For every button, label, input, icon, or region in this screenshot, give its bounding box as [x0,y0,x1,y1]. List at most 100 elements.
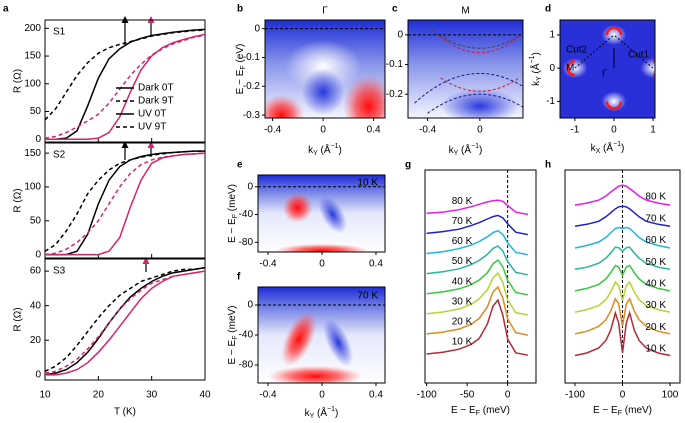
y-axis-label-part: k [531,80,542,86]
x-tick-label: -0.4 [264,125,282,136]
intensity [343,74,385,118]
band-guide [440,36,520,54]
y-tick-label: -40 [239,330,254,341]
y-tick-label: -0.2 [243,81,261,92]
x-axis-label-part: X [596,148,601,155]
series-label: 50 K [452,256,473,267]
intensity [268,365,363,383]
spectrum [574,246,671,270]
spectrum [574,205,671,228]
x-tick-label: 0.4 [367,125,381,136]
y-tick-label: -0.3 [243,110,261,121]
x-axis-label: kY (Å−1) [308,143,342,158]
series-label: 70 K [645,213,666,224]
intensity-map [258,175,385,252]
x-tick-label: 0 [319,259,325,270]
x-axis-label-part: (Å [314,406,327,419]
y-tick-label: 150 [24,51,41,62]
x-axis-label-part: k [449,145,455,156]
spectrum [574,184,671,206]
y-tick-label: 150 [24,148,41,159]
panel-letter: a [3,4,9,15]
curves [45,150,205,256]
x-tick-label: 1 [650,125,656,136]
x-tick-label: -50 [460,390,475,401]
series-label: 80 K [645,192,666,203]
series-label: 30 K [645,300,666,311]
y-tick-label: 0 [397,29,403,40]
x-axis-label: E − EF (meV) [451,405,510,418]
spectrum [426,199,529,216]
x-axis-label-part: (meV) [480,405,510,416]
cut-line [613,34,654,69]
y-axis-label: E − EF (eV) [235,44,248,95]
pocket-arc [605,101,623,110]
plot-frame [559,19,656,119]
plot-frame [264,19,386,119]
y-tick-label: 100 [24,182,41,193]
x-axis-label: kY (Å−1) [449,143,483,158]
y-axis-label-part: F [240,65,247,69]
y-axis-label-part: (meV) [227,184,238,214]
x-axis-label-part: Y [313,150,318,157]
curve [45,33,205,140]
x-axis-label-part: k [591,143,597,154]
y-axis-label-part: Y [536,76,543,81]
intensity [640,58,655,79]
panel-letter: b [237,4,243,15]
series-label: 80 K [452,196,473,207]
y-tick-label: 50 [30,215,42,226]
y-axis-label-part: F [232,214,239,218]
x-tick-label: 0 [319,390,325,401]
spectrum [574,226,671,249]
y-tick-label: 100 [24,78,41,89]
annotation: Cut2 [566,45,588,56]
intensity [274,243,370,252]
y-tick-label: -0.1 [386,59,404,70]
x-tick-label: -0.4 [419,125,437,136]
x-axis-label-part: k [308,145,314,156]
y-axis-label: R (Ω) [13,69,24,93]
intensity-map [258,287,385,383]
x-tick-label: 30 [146,390,158,401]
series-label: 40 K [645,279,666,290]
y-axis-label: E − EF (meV) [227,305,240,364]
band-guide [414,72,523,104]
spectrum [574,310,671,357]
y-axis-label-part: F [232,335,239,339]
curves [45,266,205,376]
x-axis-label-part: F [618,410,622,417]
pocket-arc [605,26,623,36]
legend-label: Dark 9T [138,96,174,107]
y-tick-label: 0 [247,300,253,311]
x-tick-label: 0 [620,390,626,401]
y-tick-label: 20 [30,335,42,346]
curve [45,266,205,376]
x-tick-label: 100 [662,390,679,401]
spectrum [574,297,671,335]
panel-title: M [461,6,469,17]
y-axis-label: R (Ω) [13,188,24,212]
annotation: M [566,63,574,74]
x-axis-label-part: (Å [318,143,331,156]
y-axis-label-part: (meV) [227,305,238,335]
y-tick-label: 0 [549,63,555,74]
spectrum [426,298,529,356]
x-tick-label: 10 [39,390,51,401]
intensity [318,195,347,234]
x-axis-label: kX (Å−1) [591,141,625,156]
y-axis-label: kY (Å−1) [529,52,544,86]
curve [45,270,205,376]
x-axis-label: kY (Å−1) [305,406,339,421]
y-axis-label-part: E − E [235,69,246,94]
y-tick-label: 40 [30,300,42,311]
legend-label: UV 0T [138,109,166,120]
series-label: 60 K [645,235,666,246]
pocket-arc [566,59,576,77]
x-axis-label-part: (Å [600,141,613,154]
x-axis-label-part: F [476,410,480,417]
intensity [265,94,305,118]
spectrum [426,245,529,276]
intensity [440,88,520,118]
y-axis-label-part: ) [531,52,542,55]
